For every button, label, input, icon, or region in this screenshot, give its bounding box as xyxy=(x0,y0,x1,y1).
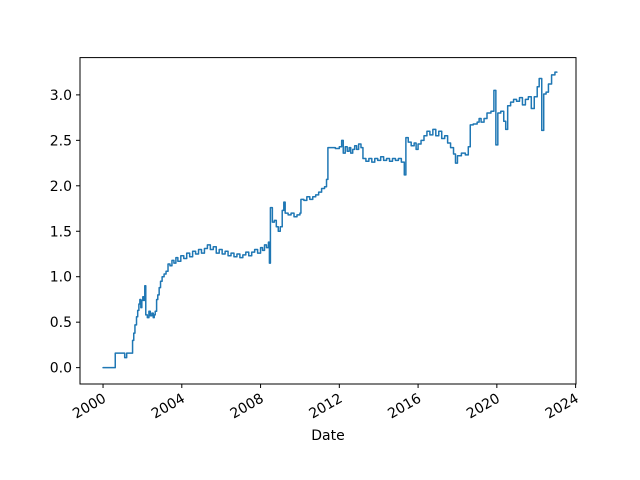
x-tick-label: 2016 xyxy=(385,391,424,423)
y-tick-label: 3.0 xyxy=(50,88,72,104)
axes-spines xyxy=(79,57,577,385)
y-tick-label: 1.5 xyxy=(50,224,72,240)
x-tick-label: 2000 xyxy=(70,391,109,423)
y-tick-label: 0.0 xyxy=(50,361,72,377)
data-line xyxy=(102,71,558,369)
y-tick-label: 2.5 xyxy=(50,133,72,149)
x-tick-label: 2020 xyxy=(464,391,503,423)
x-tick-label: 2008 xyxy=(228,391,267,423)
x-tick-label: 2004 xyxy=(149,391,188,423)
plot-area xyxy=(80,57,576,384)
y-tick-label: 1.0 xyxy=(50,270,72,286)
y-tick-label: 0.5 xyxy=(50,315,72,331)
y-tick-label: 2.0 xyxy=(50,179,72,195)
x-tick-label: 2024 xyxy=(543,391,582,423)
x-tick-label: 2012 xyxy=(306,391,345,423)
x-axis-label: Date xyxy=(311,428,344,444)
